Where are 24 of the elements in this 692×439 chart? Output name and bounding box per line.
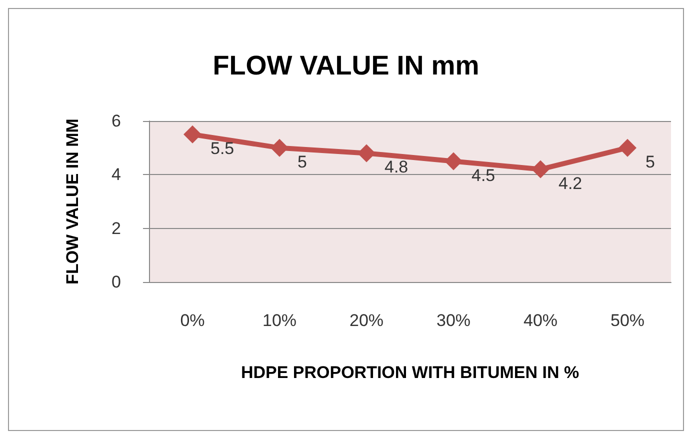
point xyxy=(184,125,202,144)
x-tick-label: 0% xyxy=(180,311,205,330)
y-tick-label: 4 xyxy=(112,165,121,184)
x-tick-label: 10% xyxy=(262,311,297,330)
data-label: 5 xyxy=(646,152,655,172)
data-label: 4.2 xyxy=(558,174,582,193)
point xyxy=(618,138,636,157)
data-label: 4.8 xyxy=(384,158,408,177)
point xyxy=(358,144,376,162)
data-label: 5 xyxy=(298,152,307,172)
y-axis-title: FLOW VALUE IN MM xyxy=(63,118,82,284)
x-tick-label: 30% xyxy=(436,311,471,330)
y-tick-label: 2 xyxy=(112,218,121,238)
y-tick-label: 0 xyxy=(112,272,121,292)
chart-title: FLOW VALUE IN mm xyxy=(212,50,480,80)
x-tick-label: 50% xyxy=(610,311,645,330)
x-axis-title: HDPE PROPORTION WITH BITUMEN IN % xyxy=(240,363,580,382)
point xyxy=(444,152,462,170)
point xyxy=(532,160,550,178)
y-tick-label: 6 xyxy=(112,112,121,130)
data-label: 5.5 xyxy=(210,138,234,158)
point xyxy=(270,138,288,157)
x-tick-label: 40% xyxy=(523,311,558,330)
x-tick-label: 20% xyxy=(349,311,384,330)
